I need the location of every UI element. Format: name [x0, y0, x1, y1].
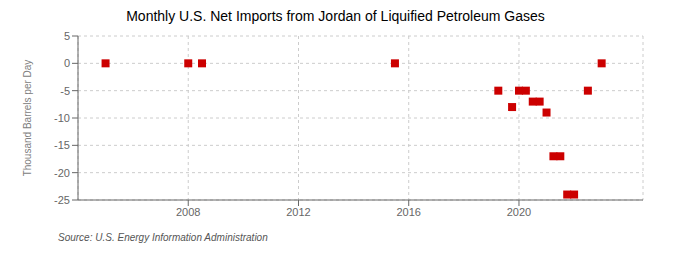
- html-text:Monthly U.S. Net Imports from: Monthly U.S. Net Imports from Jordan of …: [126, 8, 545, 24]
- svg-text:-25: -25: [54, 194, 70, 206]
- svg-text:-5: -5: [60, 85, 70, 97]
- svg-text:2020: 2020: [507, 206, 531, 218]
- svg-text:Thousand Barrels per Day: Thousand Barrels per Day: [22, 60, 33, 177]
- html-text:Source: U.S. Energy Informatio: Source: U.S. Energy Information Administ…: [58, 232, 268, 243]
- svg-text:2012: 2012: [286, 206, 310, 218]
- svg-text:-15: -15: [54, 139, 70, 151]
- svg-text:0: 0: [64, 57, 70, 69]
- svg-text:2016: 2016: [396, 206, 420, 218]
- svg-text:-10: -10: [54, 112, 70, 124]
- svg-text:-20: -20: [54, 167, 70, 179]
- svg-text:2008: 2008: [176, 206, 200, 218]
- svg-text:5: 5: [64, 30, 70, 42]
